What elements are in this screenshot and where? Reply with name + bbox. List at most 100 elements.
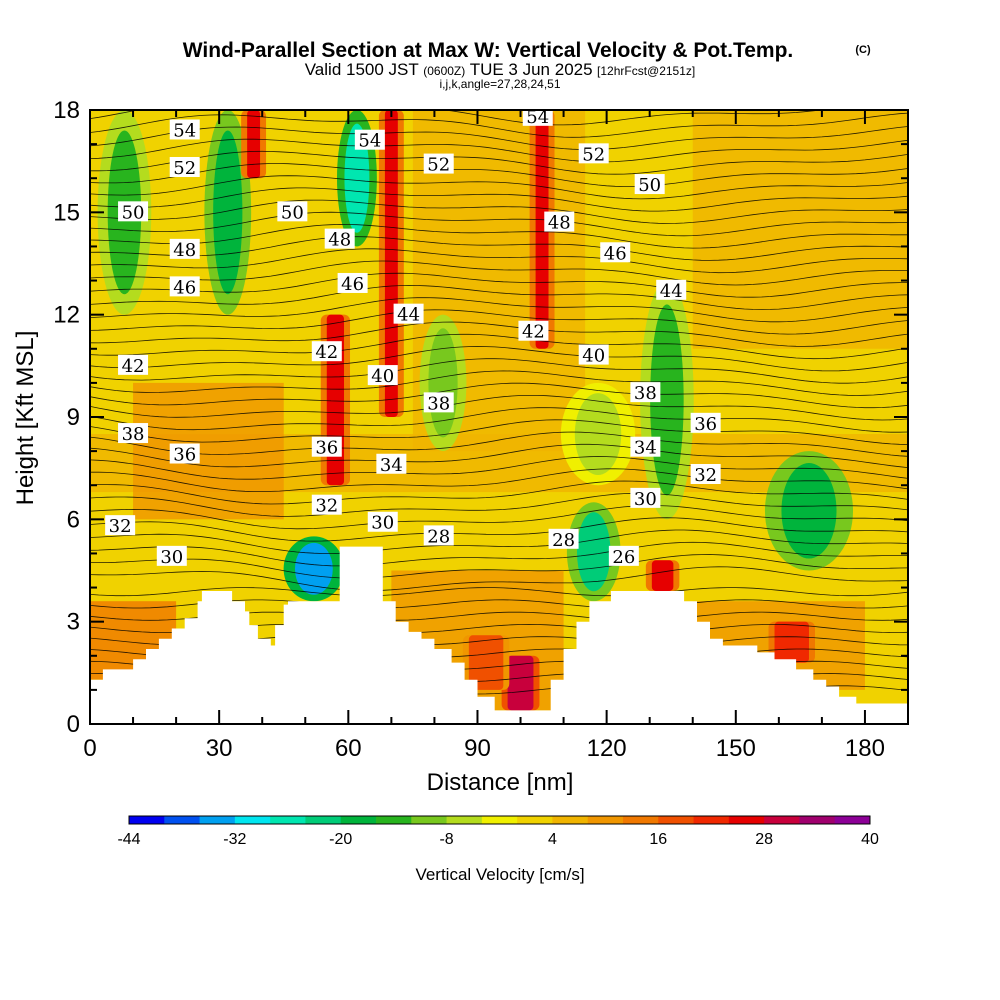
colorbar-segment (411, 816, 448, 824)
copyright-mark: (C) (855, 44, 871, 56)
theta-contour-line (90, 554, 908, 579)
forecast-info: [12hrFcst@2151z] (597, 64, 695, 78)
colorbar-segment (199, 816, 236, 824)
theta-label: 38 (122, 424, 145, 445)
plot-area: 54 54 54 52 52 52 50 50 50 48 48 48 46 46 46 44 44 42 42 42… (90, 107, 908, 724)
colorbar-segment (764, 816, 800, 824)
theta-label-box (156, 545, 187, 566)
grid-indices: i,j,k,angle=27,28,24,51 (439, 77, 560, 91)
y-tick-label: 0 (67, 711, 80, 738)
theta-label: 40 (582, 346, 605, 367)
theta-label-box (393, 303, 424, 324)
updraft-core (535, 110, 549, 349)
theta-label-box (578, 143, 609, 164)
theta-label-box (367, 365, 398, 386)
theta-label: 36 (315, 438, 338, 459)
updraft-core (651, 560, 674, 591)
downdraft-core (574, 393, 622, 475)
theta-label: 50 (281, 202, 304, 223)
colorbar-tick-label: 28 (755, 831, 773, 848)
colorbar-tick-label: -20 (329, 831, 352, 848)
theta-contour-line (90, 541, 908, 567)
theta-contour-line (90, 382, 908, 409)
colorbar-segment (270, 816, 306, 824)
theta-contour-line (90, 407, 908, 433)
theta-contour-line (90, 126, 908, 151)
theta-contour-line (90, 321, 908, 347)
theta-label: 54 (526, 107, 549, 128)
theta-label-box (337, 272, 368, 293)
theta-label-box (169, 443, 200, 464)
theta-label: 54 (358, 131, 381, 152)
x-tick-labels: 0 30 60 90 120 150 180 (83, 735, 885, 762)
theta-label: 30 (634, 489, 657, 510)
theta-label-box (324, 228, 355, 249)
colorbar-tick-label: -44 (117, 831, 140, 848)
theta-label: 44 (397, 305, 420, 326)
theta-label-box (118, 354, 149, 375)
theta-contour-line (90, 395, 908, 421)
updraft-core (468, 635, 504, 690)
warm-region (133, 382, 284, 520)
theta-contour-line (90, 211, 908, 237)
theta-label-box (169, 238, 200, 259)
theta-contour-line (90, 248, 908, 274)
theta-label: 26 (612, 547, 635, 568)
theta-label-box (311, 436, 342, 457)
colorbar-tick-label: -32 (223, 831, 246, 848)
theta-label-box (544, 211, 575, 232)
colorbar-labels: -44 -32 -20 -8 4 16 28 40 (117, 831, 879, 848)
theta-label-box (634, 174, 665, 195)
theta-label-box (630, 487, 661, 508)
theta-label: 48 (328, 230, 351, 251)
colorbar-segment (376, 816, 412, 824)
downdraft-core (344, 123, 370, 233)
theta-label-box (656, 279, 687, 300)
theta-label-box (522, 110, 553, 126)
theta-label: 42 (315, 342, 338, 363)
theta-contour-line (90, 431, 908, 457)
theta-contour-line (90, 492, 908, 517)
y-tick-label: 3 (67, 609, 80, 636)
theta-label: 38 (634, 383, 657, 404)
theta-contour-line (90, 175, 908, 200)
warm-region (692, 110, 908, 349)
updraft-core (507, 655, 534, 711)
terrain (90, 546, 908, 724)
valid-time-line: Valid 1500 JST (0600Z) TUE 3 Jun 2025 [1… (305, 60, 696, 79)
theta-contour-line (90, 419, 908, 445)
colorbar-segment (517, 816, 553, 824)
theta-contour-line (90, 138, 908, 163)
theta-label: 48 (173, 240, 196, 261)
colorbar-frame (128, 815, 871, 825)
theta-label-box (690, 412, 721, 433)
updraft-core (384, 110, 398, 417)
colorbar-segment (234, 816, 271, 824)
chart-title-main: Wind-Parallel Section at Max W: Vertical… (183, 39, 794, 62)
terrain-profile (90, 546, 908, 724)
colorbar-tick-label: -8 (439, 831, 453, 848)
theta-label: 28 (427, 526, 450, 547)
theta-contour-line (90, 529, 908, 554)
theta-label: 54 (173, 120, 196, 141)
valid-time-utc: (0600Z) (423, 64, 465, 78)
theta-contour-line (90, 260, 908, 286)
y-tick-labels: 0 3 6 9 12 15 18 (53, 97, 80, 738)
theta-label: 52 (427, 155, 450, 176)
theta-contour-line (90, 358, 908, 384)
theta-label-box (423, 525, 454, 546)
theta-label-box (367, 511, 398, 532)
updraft-core (774, 621, 809, 663)
theta-label: 28 (552, 530, 575, 551)
theta-contour-line (90, 309, 908, 335)
theta-contour-line (90, 505, 908, 530)
theta-label: 38 (427, 393, 450, 414)
theta-label-box (548, 528, 579, 549)
y-axis-title: Height [Kft MSL] (12, 331, 39, 506)
colorbar-segment (587, 816, 624, 824)
theta-label: 42 (522, 322, 545, 343)
theta-label: 30 (371, 513, 394, 534)
theta-label-box (423, 153, 454, 174)
colorbar-segment (728, 816, 765, 824)
